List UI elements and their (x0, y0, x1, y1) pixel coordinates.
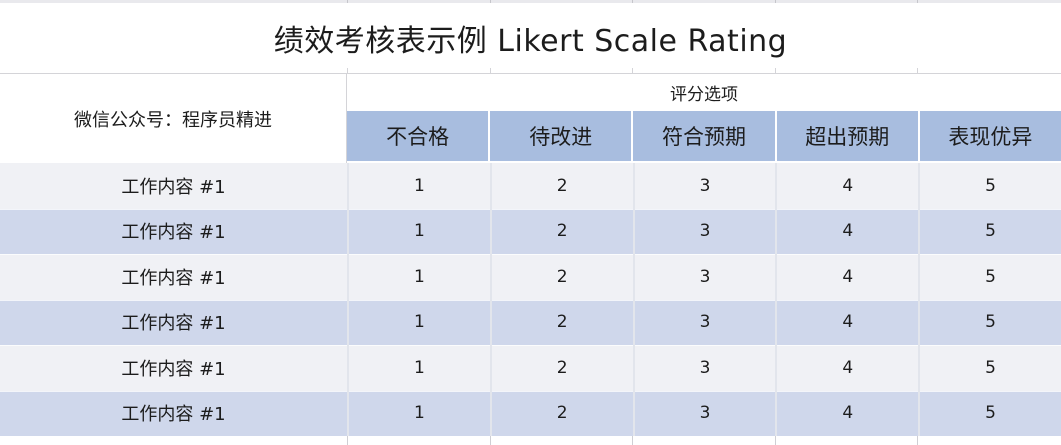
table-row: 工作内容 #1 1 2 3 4 5 (0, 254, 1061, 300)
score-cell: 1 (347, 163, 490, 209)
score-cell: 1 (347, 254, 490, 300)
score-cell: 3 (632, 299, 776, 345)
score-cell: 3 (632, 254, 776, 300)
score-cell: 2 (489, 345, 633, 391)
score-cell: 3 (632, 208, 776, 254)
rating-option-header: 待改进 (490, 111, 632, 161)
score-cell: 5 (918, 345, 1061, 391)
score-cell: 1 (347, 345, 490, 391)
score-cell: 3 (632, 163, 776, 209)
gridline-tick (632, 0, 633, 3)
score-cell: 5 (918, 299, 1061, 345)
score-cell: 2 (489, 208, 633, 254)
gridline-tick (775, 436, 776, 445)
rating-option-header: 符合预期 (633, 111, 775, 161)
score-cell: 4 (775, 208, 918, 254)
row-label-cell: 工作内容 #1 (121, 267, 226, 289)
score-cell: 1 (347, 390, 490, 436)
score-cell: 5 (918, 390, 1061, 436)
table-header-band: 微信公众号：程序员精进 评分选项 不合格 待改进 符合预期 超出预期 表现优异 (0, 74, 1061, 163)
gridline-tick (917, 0, 918, 3)
table-row: 工作内容 #1 1 2 3 4 5 (0, 390, 1061, 436)
score-cell: 2 (489, 390, 633, 436)
spreadsheet-top-gridline (0, 0, 1061, 3)
row-label-cell: 工作内容 #1 (121, 313, 226, 335)
row-label-cell: 工作内容 #1 (121, 176, 226, 198)
gridline-tick (490, 68, 491, 73)
table-body: 工作内容 #1 1 2 3 4 5 工作内容 #1 1 2 3 4 5 工作内容… (0, 163, 1061, 436)
score-cell: 4 (775, 299, 918, 345)
rating-header-group: 评分选项 不合格 待改进 符合预期 超出预期 表现优异 (347, 74, 1061, 163)
score-cell: 4 (775, 163, 918, 209)
rating-option-header: 表现优异 (919, 111, 1061, 161)
gridline-tick (917, 436, 918, 445)
row-label-cell: 工作内容 #1 (121, 222, 226, 244)
table-row: 工作内容 #1 1 2 3 4 5 (0, 345, 1061, 391)
gridline-tick (347, 68, 348, 73)
gridline-tick (490, 0, 491, 3)
score-cell: 3 (632, 345, 776, 391)
score-cell: 4 (775, 390, 918, 436)
score-cell: 3 (632, 390, 776, 436)
table-row: 工作内容 #1 1 2 3 4 5 (0, 163, 1061, 209)
score-cell: 1 (347, 208, 490, 254)
gridline-tick (775, 68, 776, 73)
score-cell: 4 (775, 254, 918, 300)
table-row: 工作内容 #1 1 2 3 4 5 (0, 208, 1061, 254)
score-cell: 2 (489, 299, 633, 345)
gridline-tick (775, 0, 776, 3)
left-header-cell: 微信公众号：程序员精进 (0, 74, 347, 163)
score-cell: 5 (918, 254, 1061, 300)
group-header-cell: 评分选项 (670, 85, 738, 105)
rating-option-header: 不合格 (347, 111, 489, 161)
score-cell: 5 (918, 163, 1061, 209)
table-title: 绩效考核表示例 Likert Scale Rating (273, 24, 788, 59)
row-label-cell: 工作内容 #1 (121, 358, 226, 380)
table-row: 工作内容 #1 1 2 3 4 5 (0, 299, 1061, 345)
gridline-tick (917, 68, 918, 73)
spreadsheet-bottom-gridline (0, 436, 1061, 445)
gridline-tick (347, 0, 348, 3)
gridline-tick (632, 436, 633, 445)
score-cell: 4 (775, 345, 918, 391)
score-cell: 5 (918, 208, 1061, 254)
gridline-tick (490, 436, 491, 445)
gridline-tick (347, 436, 348, 445)
score-cell: 1 (347, 299, 490, 345)
gridline-tick (632, 68, 633, 73)
table-title-row: 绩效考核表示例 Likert Scale Rating (0, 3, 1061, 74)
score-cell: 2 (489, 163, 633, 209)
rating-options-row: 不合格 待改进 符合预期 超出预期 表现优异 (347, 111, 1061, 163)
row-label-cell: 工作内容 #1 (121, 404, 226, 426)
score-cell: 2 (489, 254, 633, 300)
rating-option-header: 超出预期 (776, 111, 918, 161)
